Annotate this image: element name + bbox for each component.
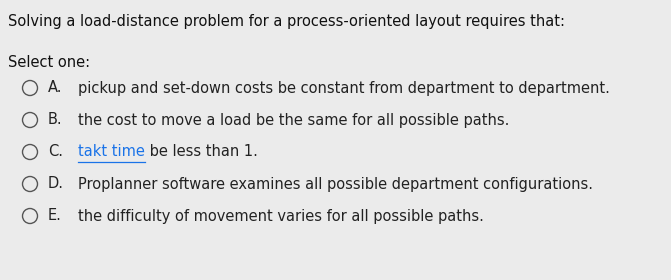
Text: Proplanner software examines all possible department configurations.: Proplanner software examines all possibl… (78, 176, 593, 192)
Text: E.: E. (48, 209, 62, 223)
Text: pickup and set-down costs be constant from department to department.: pickup and set-down costs be constant fr… (78, 81, 610, 95)
Text: takt time: takt time (78, 144, 145, 160)
Text: be less than 1.: be less than 1. (145, 144, 258, 160)
Text: Solving a load-distance problem for a process-oriented layout requires that:: Solving a load-distance problem for a pr… (8, 14, 565, 29)
Text: C.: C. (48, 144, 63, 160)
Text: the cost to move a load be the same for all possible paths.: the cost to move a load be the same for … (78, 113, 509, 127)
Text: A.: A. (48, 81, 62, 95)
Text: Select one:: Select one: (8, 55, 90, 70)
Text: the difficulty of movement varies for all possible paths.: the difficulty of movement varies for al… (78, 209, 484, 223)
Text: B.: B. (48, 113, 62, 127)
Text: D.: D. (48, 176, 64, 192)
